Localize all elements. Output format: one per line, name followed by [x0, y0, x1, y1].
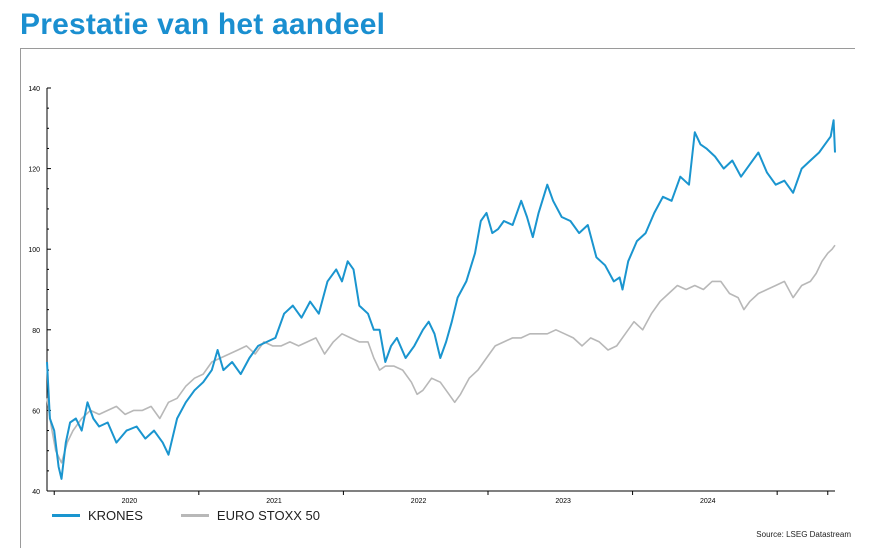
x-tick-label: 2020	[122, 498, 138, 505]
y-tick-label: 60	[32, 408, 40, 415]
legend-label-krones: KRONES	[88, 508, 143, 523]
chart-axes: 40 60 80 100 120 140 2020 2021 2022 2023 2024	[28, 86, 835, 505]
x-tick-label: 2023	[555, 498, 571, 505]
chart-legend: KRONES EURO STOXX 50	[52, 508, 358, 523]
frame-left-border	[20, 48, 21, 548]
x-tick-label: 2024	[700, 498, 716, 505]
legend-swatch-eurostoxx	[180, 514, 209, 517]
y-tick-label: 140	[28, 86, 40, 93]
y-tick-label: 40	[32, 489, 40, 496]
series-line-eurostoxx	[46, 244, 836, 464]
y-tick-label: 80	[32, 328, 40, 335]
chart-source: Source: LSEG Datastream	[756, 530, 851, 539]
y-tick-label: 120	[28, 167, 40, 174]
y-tick-label: 100	[28, 247, 40, 254]
legend-label-eurostoxx: EURO STOXX 50	[216, 508, 320, 523]
x-tick-label: 2022	[411, 498, 427, 505]
page-title: Prestatie van het aandeel	[20, 8, 386, 41]
legend-swatch-krones	[52, 514, 80, 517]
title-divider	[20, 48, 855, 49]
legend-item-krones: KRONES	[52, 508, 143, 523]
series-line-krones	[46, 119, 836, 480]
chart-series	[46, 119, 836, 480]
legend-item-eurostoxx: EURO STOXX 50	[180, 508, 320, 523]
x-tick-label: 2021	[266, 498, 282, 505]
